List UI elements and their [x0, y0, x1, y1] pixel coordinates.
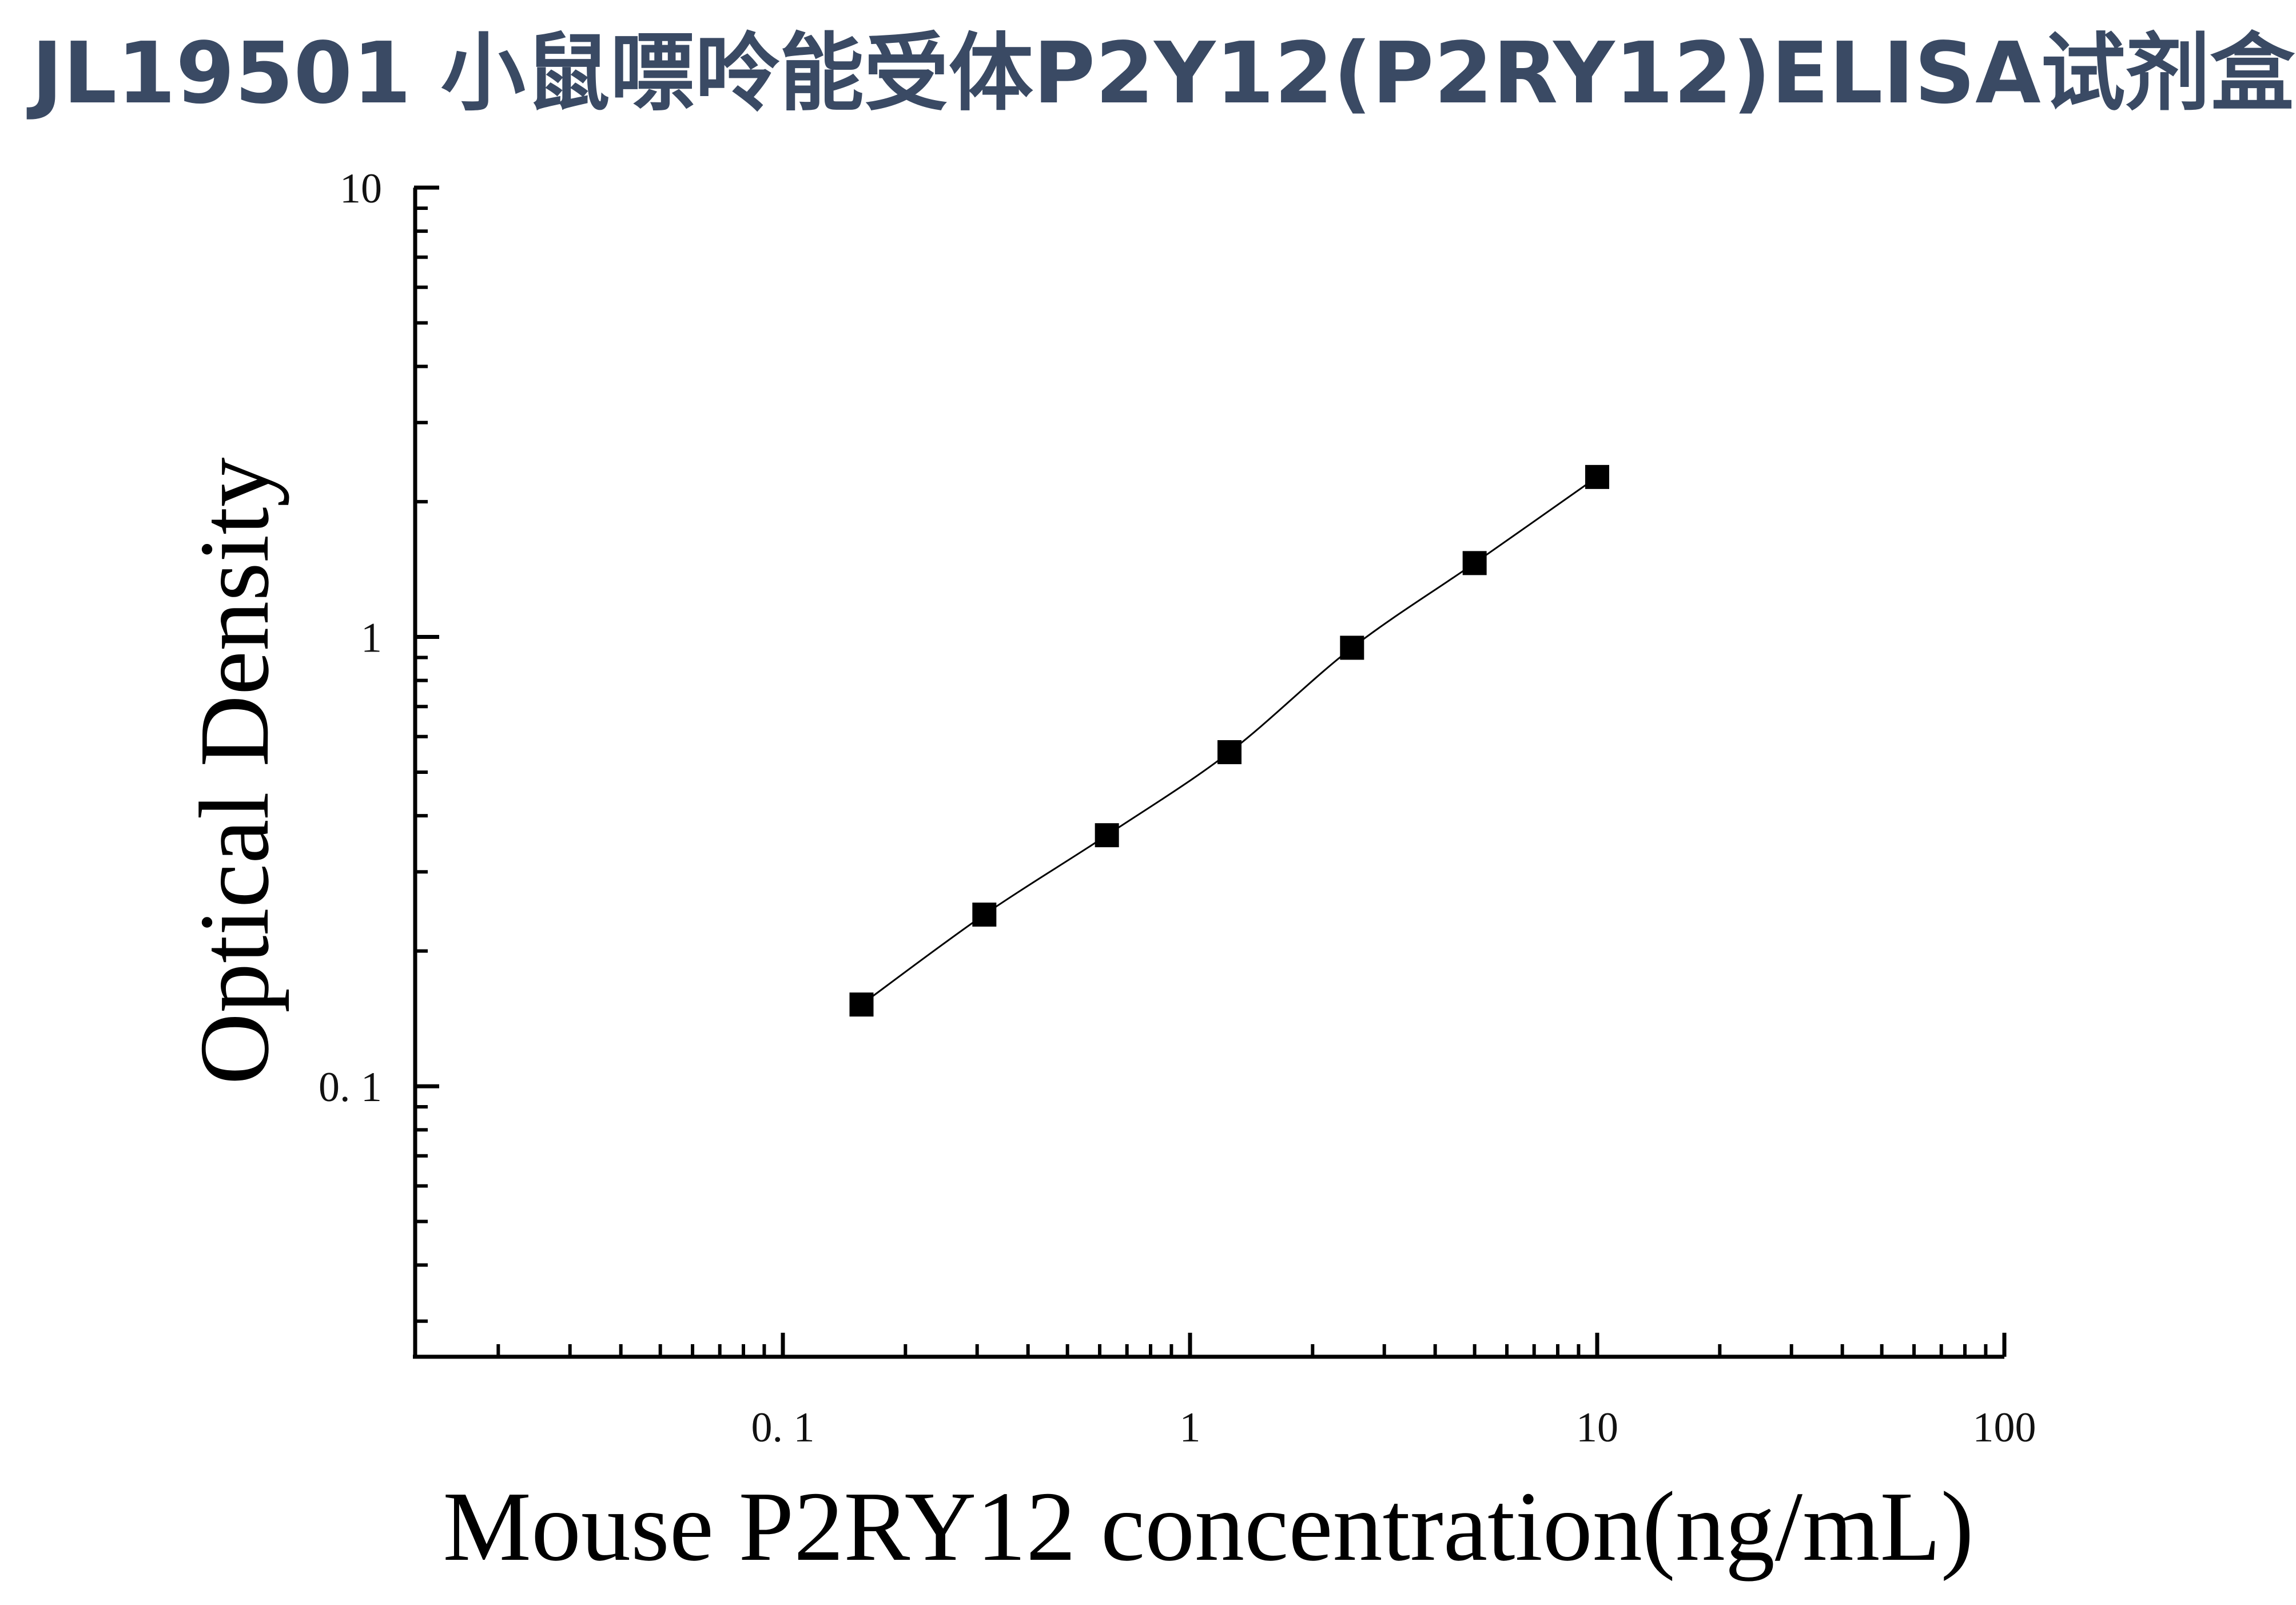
page-title: JL19501 小鼠嘌呤能受体P2Y12(P2RY12)ELISA试剂盒: [31, 24, 2295, 122]
x-tick-label: 1: [1180, 1404, 1201, 1451]
x-tick-label: 0. 1: [751, 1404, 815, 1451]
data-markers: [849, 464, 1609, 1017]
data-point: [1095, 823, 1119, 848]
data-point: [849, 992, 874, 1017]
y-axis-title: Optical Density: [179, 458, 289, 1085]
x-axis-tick-labels: 0. 1 1 10 100: [751, 1404, 2036, 1451]
data-point: [972, 902, 997, 927]
x-axis-minor-ticks: [496, 1344, 1988, 1357]
x-tick-label: 10: [1576, 1404, 1618, 1451]
data-point: [1217, 740, 1241, 765]
data-point: [1585, 464, 1609, 489]
y-axis-tick-labels: 0. 1 1 10: [319, 165, 382, 1111]
data-point: [1340, 635, 1364, 660]
x-axis-title: Mouse P2RY12 concentration(ng/mL): [443, 1471, 1973, 1582]
y-axis-minor-ticks: [415, 206, 428, 1323]
y-tick-label: 0. 1: [319, 1064, 382, 1111]
x-axis-major-ticks: [781, 1333, 2007, 1357]
y-axis-major-ticks: [414, 185, 439, 1088]
y-tick-label: 10: [340, 165, 382, 212]
x-tick-label: 100: [1973, 1404, 2036, 1451]
y-tick-label: 1: [361, 615, 382, 662]
data-point: [1462, 551, 1487, 575]
